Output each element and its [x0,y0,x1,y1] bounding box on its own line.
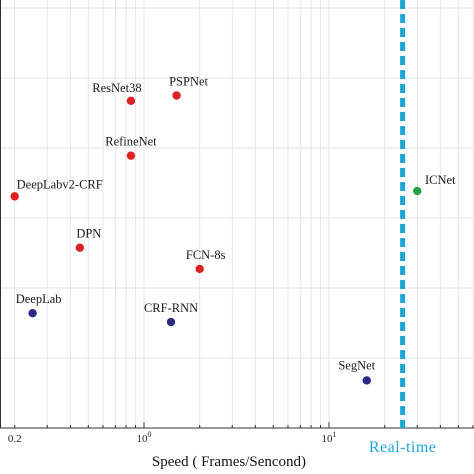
x-tick-label: 100 [137,430,152,445]
annotation-layer: Real-time [369,0,437,456]
point-resnet38 [126,96,136,106]
point-label: PSPNet [169,74,208,88]
real-time-label: Real-time [369,439,437,456]
x-tick-label: 101 [322,430,337,445]
point-crf-rnn [166,317,176,327]
point-deeplabv2-crf [10,192,19,201]
point-dpn [75,243,85,252]
points-layer: ResNet38 PSPNet RefineNet DeepLabv2-CRF ICNe… [10,74,456,385]
point-deeplab [28,309,37,318]
point-fcn-8s [195,264,204,274]
x-tick-labels: 0.2 100 101 [8,430,337,445]
point-label: RefineNet [105,135,157,149]
x-tick-label: 0.2 [8,433,22,445]
x-axis-label: Speed ( Frames/Sencond) [152,454,306,470]
point-refinenet [126,151,136,160]
point-segnet [362,376,371,385]
point-label: DPN [76,227,101,241]
point-label: DeepLabv2-CRF [17,177,103,191]
point-label: ResNet38 [92,81,141,95]
point-icnet [413,186,422,196]
point-label: CRF-RNN [144,301,198,315]
point-label: SegNet [338,358,375,372]
point-label: FCN-8s [186,248,226,262]
point-label: ICNet [425,173,456,187]
point-label: DeepLab [16,292,62,306]
point-pspnet [172,91,181,100]
grid [0,0,474,429]
